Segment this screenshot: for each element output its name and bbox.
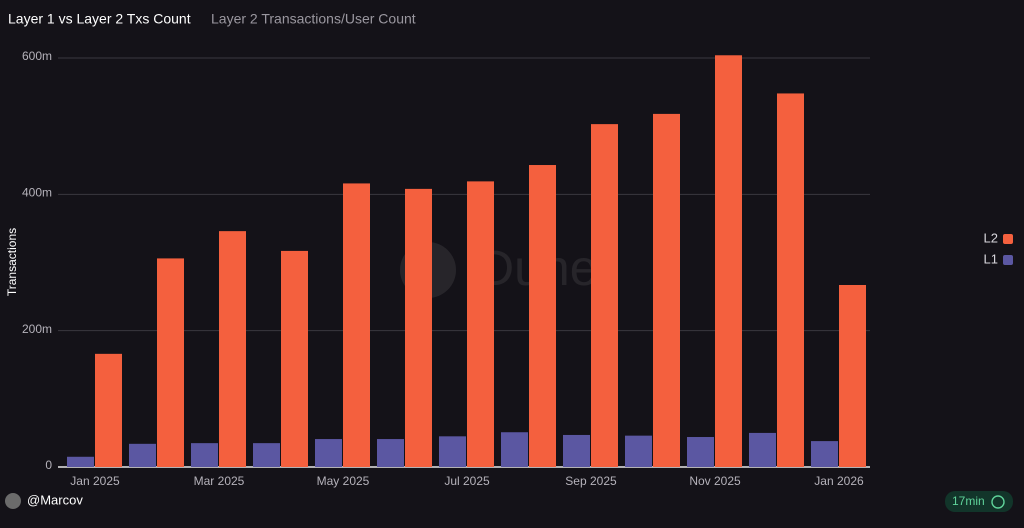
author[interactable]: @Marcov [27, 492, 83, 507]
bar [653, 113, 680, 467]
bar [625, 435, 652, 467]
bar [129, 443, 156, 467]
y-axis-label: Transactions [5, 228, 19, 296]
bar [811, 441, 838, 467]
bar [253, 443, 280, 467]
legend-label: L1 [984, 251, 998, 266]
bar [591, 124, 618, 467]
y-tick-label: 400m [22, 186, 52, 200]
bar [839, 284, 866, 467]
bar [377, 439, 404, 467]
bar [715, 55, 742, 467]
y-tick-label: 0 [45, 458, 52, 472]
x-tick-label: Jul 2025 [444, 474, 490, 488]
bar [777, 93, 804, 468]
y-tick-label: 200m [22, 322, 52, 336]
bar [95, 353, 122, 467]
updated-icon [991, 495, 1005, 509]
chart-subtitle: Layer 2 Transactions/User Count [211, 11, 416, 27]
bar [439, 436, 466, 467]
x-tick-label: Jan 2026 [814, 474, 864, 488]
y-tick-label: 600m [22, 49, 52, 63]
x-tick-label: Jan 2025 [70, 474, 120, 488]
bar [749, 432, 776, 467]
avatar [5, 493, 21, 509]
legend-label: L2 [984, 230, 998, 245]
bar [219, 231, 246, 467]
bar [191, 443, 218, 467]
bar [467, 181, 494, 468]
bar [157, 258, 184, 467]
bar [563, 434, 590, 467]
x-tick-label: May 2025 [317, 474, 370, 488]
chart-title: Layer 1 vs Layer 2 Txs Count [8, 11, 191, 27]
legend-swatch [1003, 255, 1013, 265]
bar [343, 183, 370, 467]
bar [315, 439, 342, 467]
x-tick-label: Sep 2025 [565, 474, 617, 488]
updated-time: 17min [952, 494, 985, 508]
legend-swatch [1003, 234, 1013, 244]
bar [405, 188, 432, 467]
bar [687, 437, 714, 467]
bar [281, 250, 308, 467]
bar [67, 456, 94, 467]
bar [529, 165, 556, 467]
x-tick-label: Mar 2025 [194, 474, 245, 488]
bar [501, 432, 528, 467]
x-tick-label: Nov 2025 [689, 474, 741, 488]
